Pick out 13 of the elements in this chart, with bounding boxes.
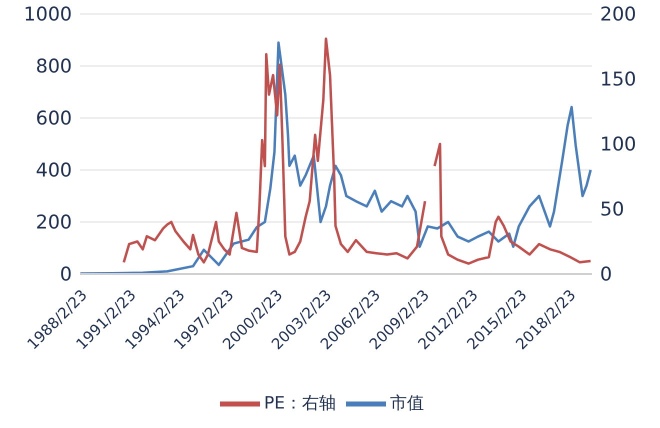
y-tick-label: 400	[36, 160, 72, 182]
y-tick-label: 200	[36, 212, 72, 234]
y-tick-label: 0	[60, 264, 72, 286]
y2-tick-label: 200	[600, 4, 636, 26]
y2-tick-label: 100	[600, 134, 636, 156]
y-tick-label: 1000	[24, 4, 72, 26]
y2-tick-label: 50	[600, 198, 624, 221]
y-tick-label: 800	[36, 56, 72, 78]
y2-tick-label: 150	[600, 68, 636, 91]
legend-label: PE：右轴	[264, 394, 336, 414]
legend-label: 市值	[390, 394, 424, 414]
y-tick-label: 600	[36, 108, 72, 130]
y2-tick-label: 0	[600, 264, 612, 286]
